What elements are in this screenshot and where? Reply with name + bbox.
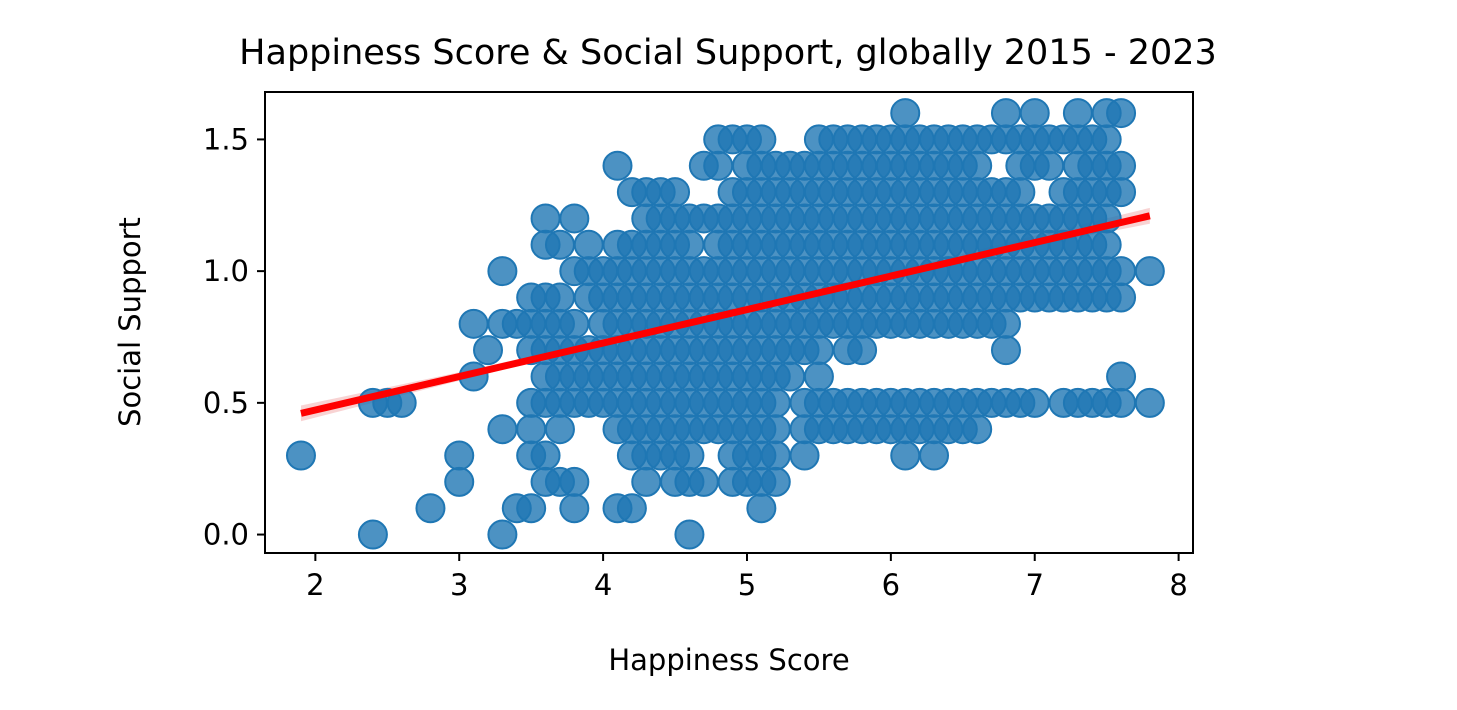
scatter-point [415,493,446,524]
scatter-point [1106,361,1137,392]
scatter-point [616,493,647,524]
scatter-point [530,203,561,234]
scatter-point [760,387,791,418]
regression-line-layer [300,212,1151,417]
scatter-point [674,440,705,471]
scatter-point [602,150,633,181]
scatter-point [1091,229,1122,260]
y-axis: 0.0 0.5 1.0 1.5 [203,122,265,552]
plot-frame [264,91,1194,554]
scatter-point [1019,387,1050,418]
scatter-point [1091,124,1122,155]
scatter-point [1019,98,1050,129]
scatter-point [559,466,590,497]
scatter-point [444,466,475,497]
x-tick-label: 6 [882,568,900,602]
scatter-point [703,150,734,181]
scatter-point [803,335,834,366]
y-tick-label: 1.0 [203,254,249,288]
scatter-point [1134,387,1165,418]
scatter-point [760,466,791,497]
scatter-point [990,335,1021,366]
scatter-point [1134,256,1165,287]
regression-line [300,212,1151,417]
scatter-point [746,493,777,524]
x-tick-label: 5 [738,568,756,602]
scatter-point [746,124,777,155]
scatter-point [990,98,1021,129]
y-tick-label: 0.5 [203,386,249,420]
scatter-point [919,440,950,471]
scatter-point [544,282,575,313]
scatter-point [890,440,921,471]
scatter-point [688,466,719,497]
scatter-point [631,466,662,497]
scatter-point [760,414,791,445]
scatter-point [544,229,575,260]
scatter-point [530,440,561,471]
scatter-point [1005,177,1036,208]
scatter-point [559,308,590,339]
scatter-point [962,150,993,181]
x-tick-label: 3 [450,568,468,602]
scatter-point [544,414,575,445]
scatter-point [1106,177,1137,208]
y-axis-label: Social Support [113,217,147,427]
scatter-point [444,440,475,471]
scatter-point [559,493,590,524]
scatter-point [962,414,993,445]
scatter-point [458,308,489,339]
scatter-point [1106,256,1137,287]
scatter-point [674,229,705,260]
scatter-point [357,519,388,550]
scatter-point [1106,150,1137,181]
y-tick-label: 1.5 [203,122,249,156]
x-axis: 2 3 4 5 6 7 8 [306,553,1188,602]
scatter-point [890,98,921,129]
x-tick-label: 7 [1026,568,1044,602]
scatter-point [516,414,547,445]
x-axis-label: Happiness Score [608,643,849,677]
scatter-point [803,361,834,392]
chart-title: Happiness Score & Social Support, global… [239,33,1217,73]
scatter-point [473,335,504,366]
scatter-point [573,229,604,260]
scatter-point [487,256,518,287]
x-tick-label: 2 [306,568,324,602]
scatter-point [1034,150,1065,181]
scatter-point [775,361,806,392]
scatter-point [285,440,316,471]
y-tick-label: 0.0 [203,518,249,552]
scatter-point [487,414,518,445]
scatter-point [487,519,518,550]
scatter-point [1106,387,1137,418]
scatter-point [847,335,878,366]
scatter-point [1062,98,1093,129]
x-tick-label: 8 [1169,568,1187,602]
plot-area [264,91,1194,554]
x-tick-label: 4 [594,568,612,602]
scatter-point [990,308,1021,339]
scatter-point [760,440,791,471]
scatter-point [1106,98,1137,129]
scatter-point [559,203,590,234]
scatter-point [516,493,547,524]
scatter-point [789,440,820,471]
scatter-point [660,177,691,208]
scatter-point [1106,282,1137,313]
scatter-point [674,519,705,550]
